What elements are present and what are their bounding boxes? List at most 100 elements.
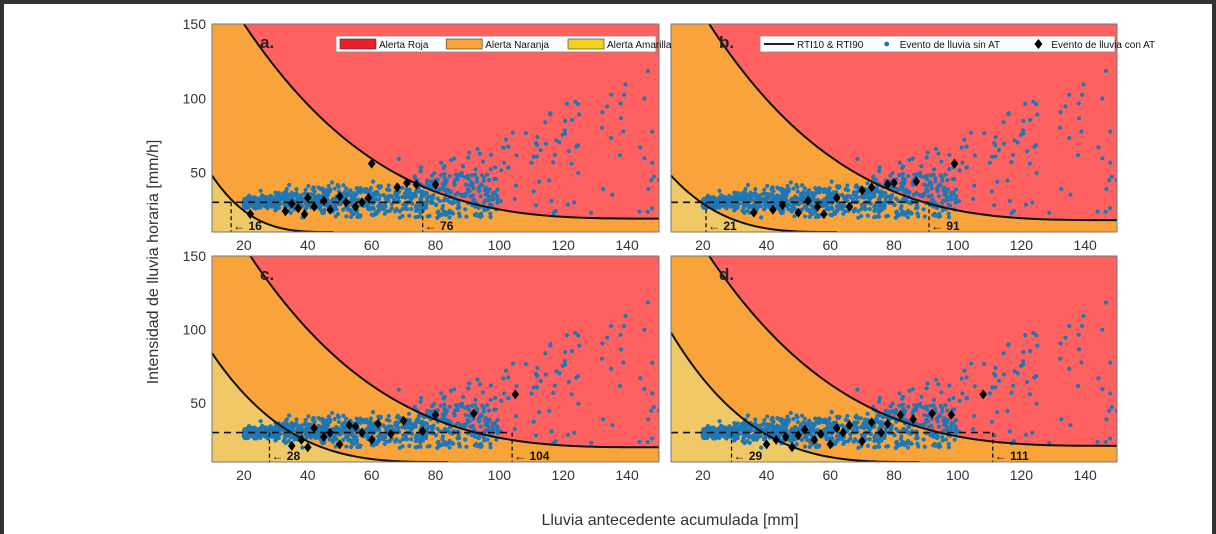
event-without-at-point [801,420,806,425]
event-without-at-point [992,203,997,208]
event-without-at-point [1114,178,1117,183]
event-without-at-point [284,417,289,422]
event-without-at-point [397,209,402,214]
event-without-at-point [777,417,782,422]
event-without-at-point [476,417,481,422]
event-without-at-point [480,403,485,408]
event-without-at-point [463,207,468,212]
event-with-at-point [387,429,395,440]
event-without-at-point [772,425,777,430]
event-without-at-point [841,441,846,446]
event-without-at-point [901,182,906,187]
event-without-at-point [623,313,628,319]
event-without-at-point [304,203,309,208]
event-without-at-point [1058,356,1063,361]
event-with-at-point [297,434,306,445]
event-without-at-point [529,160,534,165]
event-without-at-point [464,214,469,219]
event-without-at-point [873,178,878,183]
event-without-at-point [413,215,418,220]
event-with-at-point [820,209,828,220]
event-without-at-point [562,118,568,124]
event-without-at-point [474,211,479,216]
event-without-at-point [953,430,959,436]
event-without-at-point [492,395,498,401]
event-without-at-point [880,193,885,198]
event-without-at-point [453,172,458,177]
event-without-at-point [795,184,800,189]
event-without-at-point [494,437,499,442]
event-without-at-point [439,160,444,165]
event-without-at-point [605,104,610,109]
event-without-at-point [475,377,480,382]
event-without-at-point [912,172,917,177]
event-without-at-point [650,129,655,134]
event-without-at-point [877,197,882,203]
event-without-at-point [945,408,950,413]
event-without-at-point [880,423,885,429]
event-without-at-point [882,202,887,208]
event-without-at-point [538,148,543,153]
event-with-at-point [294,203,302,214]
event-without-at-point [836,435,841,440]
event-without-at-point [802,444,808,449]
event-without-at-point [929,198,934,203]
event-without-at-point [905,445,911,450]
event-without-at-point [826,207,832,212]
event-without-at-point [531,189,536,194]
event-without-at-point [1012,369,1017,374]
event-without-at-point [1034,102,1039,107]
event-without-at-point [1103,68,1109,74]
event-without-at-point [949,190,954,196]
event-without-at-point [910,182,916,187]
event-with-at-point [431,179,440,190]
event-without-at-point [347,207,352,212]
event-without-at-point [617,383,623,388]
event-without-at-point [442,171,447,176]
event-without-at-point [370,179,376,184]
event-without-at-point [396,156,401,161]
event-without-at-point [456,432,461,438]
event-without-at-point [865,425,870,430]
event-without-at-point [1059,186,1064,192]
event-without-at-point [943,403,948,408]
event-without-at-point [1095,439,1100,444]
event-without-at-point [569,117,575,123]
event-without-at-point [464,444,469,449]
event-without-at-point [845,183,850,188]
event-without-at-point [448,157,453,163]
event-without-at-point [1027,161,1032,166]
event-without-at-point [740,195,745,200]
event-without-at-point [336,415,341,420]
event-without-at-point [938,413,943,418]
event-without-at-point [739,191,745,196]
event-without-at-point [900,396,905,401]
x-tick-label: 80 [886,237,902,253]
event-without-at-point [499,398,504,403]
event-without-at-point [1108,436,1113,441]
event-without-at-point [943,172,948,177]
event-without-at-point [460,394,466,399]
event-without-at-point [776,427,781,432]
event-without-at-point [944,188,949,193]
event-without-at-point [1023,202,1029,207]
event-without-at-point [900,209,905,215]
panel-border [670,23,1118,233]
event-with-at-point [320,431,328,442]
event-without-at-point [478,194,483,199]
event-without-at-point [562,128,567,133]
event-without-at-point [877,438,882,443]
event-without-at-point [600,356,605,361]
event-without-at-point [289,191,294,196]
event-without-at-point [793,194,798,199]
event-without-at-point [1035,112,1040,117]
event-without-at-point [645,209,650,214]
event-without-at-point [523,131,529,136]
event-without-at-point [1021,362,1026,367]
event-without-at-point [1100,156,1105,161]
event-without-at-point [333,444,338,449]
event-without-at-point [415,202,420,208]
event-without-at-point [313,435,318,441]
event-without-at-point [242,427,247,433]
event-without-at-point [637,209,642,214]
